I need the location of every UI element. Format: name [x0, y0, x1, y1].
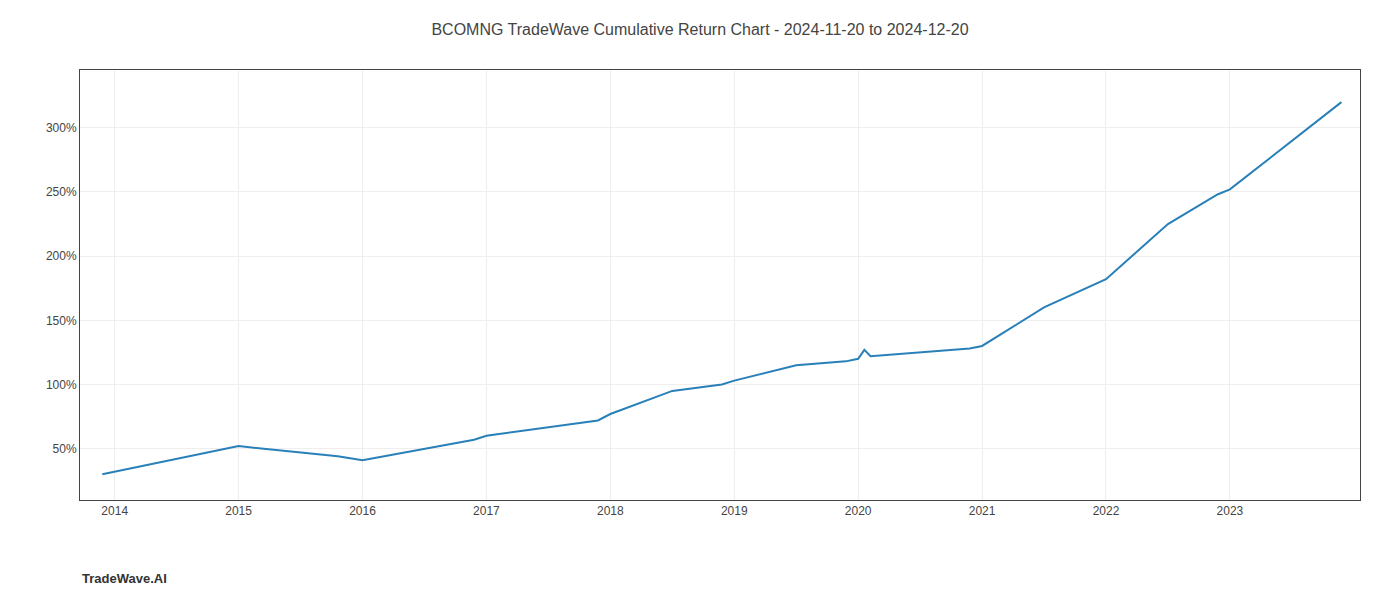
svg-text:TradeWave.AI: TradeWave.AI — [82, 571, 167, 586]
svg-text:2014: 2014 — [101, 504, 128, 518]
svg-text:2023: 2023 — [1217, 504, 1244, 518]
svg-text:2021: 2021 — [969, 504, 996, 518]
svg-text:2015: 2015 — [225, 504, 252, 518]
svg-text:2020: 2020 — [845, 504, 872, 518]
svg-text:2022: 2022 — [1093, 504, 1120, 518]
svg-text:2016: 2016 — [349, 504, 376, 518]
svg-text:2018: 2018 — [597, 504, 624, 518]
svg-text:200%: 200% — [46, 249, 77, 263]
svg-text:250%: 250% — [46, 185, 77, 199]
svg-text:BCOMNG TradeWave Cumulative Re: BCOMNG TradeWave Cumulative Return Chart… — [431, 21, 968, 38]
svg-text:50%: 50% — [53, 442, 77, 456]
svg-text:150%: 150% — [46, 314, 77, 328]
svg-text:2019: 2019 — [721, 504, 748, 518]
svg-text:100%: 100% — [46, 378, 77, 392]
svg-text:2017: 2017 — [473, 504, 500, 518]
svg-text:300%: 300% — [46, 121, 77, 135]
